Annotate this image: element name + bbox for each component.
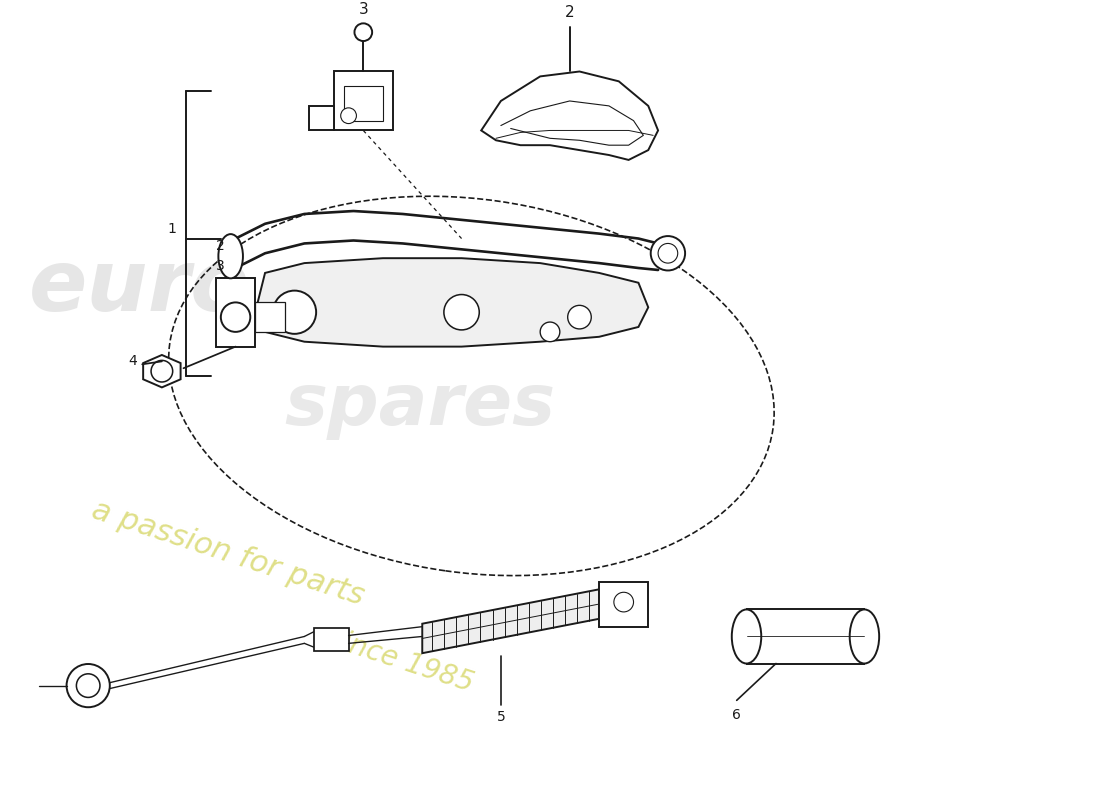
Circle shape <box>540 322 560 342</box>
Polygon shape <box>255 258 648 346</box>
Circle shape <box>568 306 592 329</box>
Text: a passion for parts: a passion for parts <box>88 495 368 610</box>
Text: 2: 2 <box>216 239 224 254</box>
Text: 2: 2 <box>564 6 574 20</box>
Text: 3: 3 <box>216 259 224 273</box>
Text: 3: 3 <box>359 2 369 18</box>
Circle shape <box>341 108 356 123</box>
Ellipse shape <box>849 610 879 663</box>
Circle shape <box>354 23 372 41</box>
Polygon shape <box>255 302 285 332</box>
Polygon shape <box>315 628 349 651</box>
Polygon shape <box>309 106 333 130</box>
Polygon shape <box>333 71 393 130</box>
Text: since 1985: since 1985 <box>324 624 477 698</box>
Ellipse shape <box>732 610 761 663</box>
Circle shape <box>273 290 316 334</box>
Polygon shape <box>343 86 383 121</box>
Text: 1: 1 <box>167 222 177 235</box>
Text: 5: 5 <box>496 710 505 724</box>
Circle shape <box>444 294 480 330</box>
Circle shape <box>67 664 110 707</box>
Circle shape <box>151 360 173 382</box>
Polygon shape <box>600 582 648 626</box>
Polygon shape <box>143 355 180 387</box>
Polygon shape <box>747 610 865 663</box>
Text: 4: 4 <box>129 354 138 368</box>
Circle shape <box>221 302 251 332</box>
Text: spares: spares <box>285 371 556 440</box>
Text: euro: euro <box>30 246 251 329</box>
Circle shape <box>614 592 634 612</box>
Polygon shape <box>481 71 658 160</box>
Polygon shape <box>216 278 255 346</box>
Ellipse shape <box>658 243 678 263</box>
Ellipse shape <box>219 234 243 278</box>
Polygon shape <box>422 590 600 653</box>
Circle shape <box>76 674 100 698</box>
Text: 6: 6 <box>733 708 741 722</box>
Ellipse shape <box>651 236 685 270</box>
